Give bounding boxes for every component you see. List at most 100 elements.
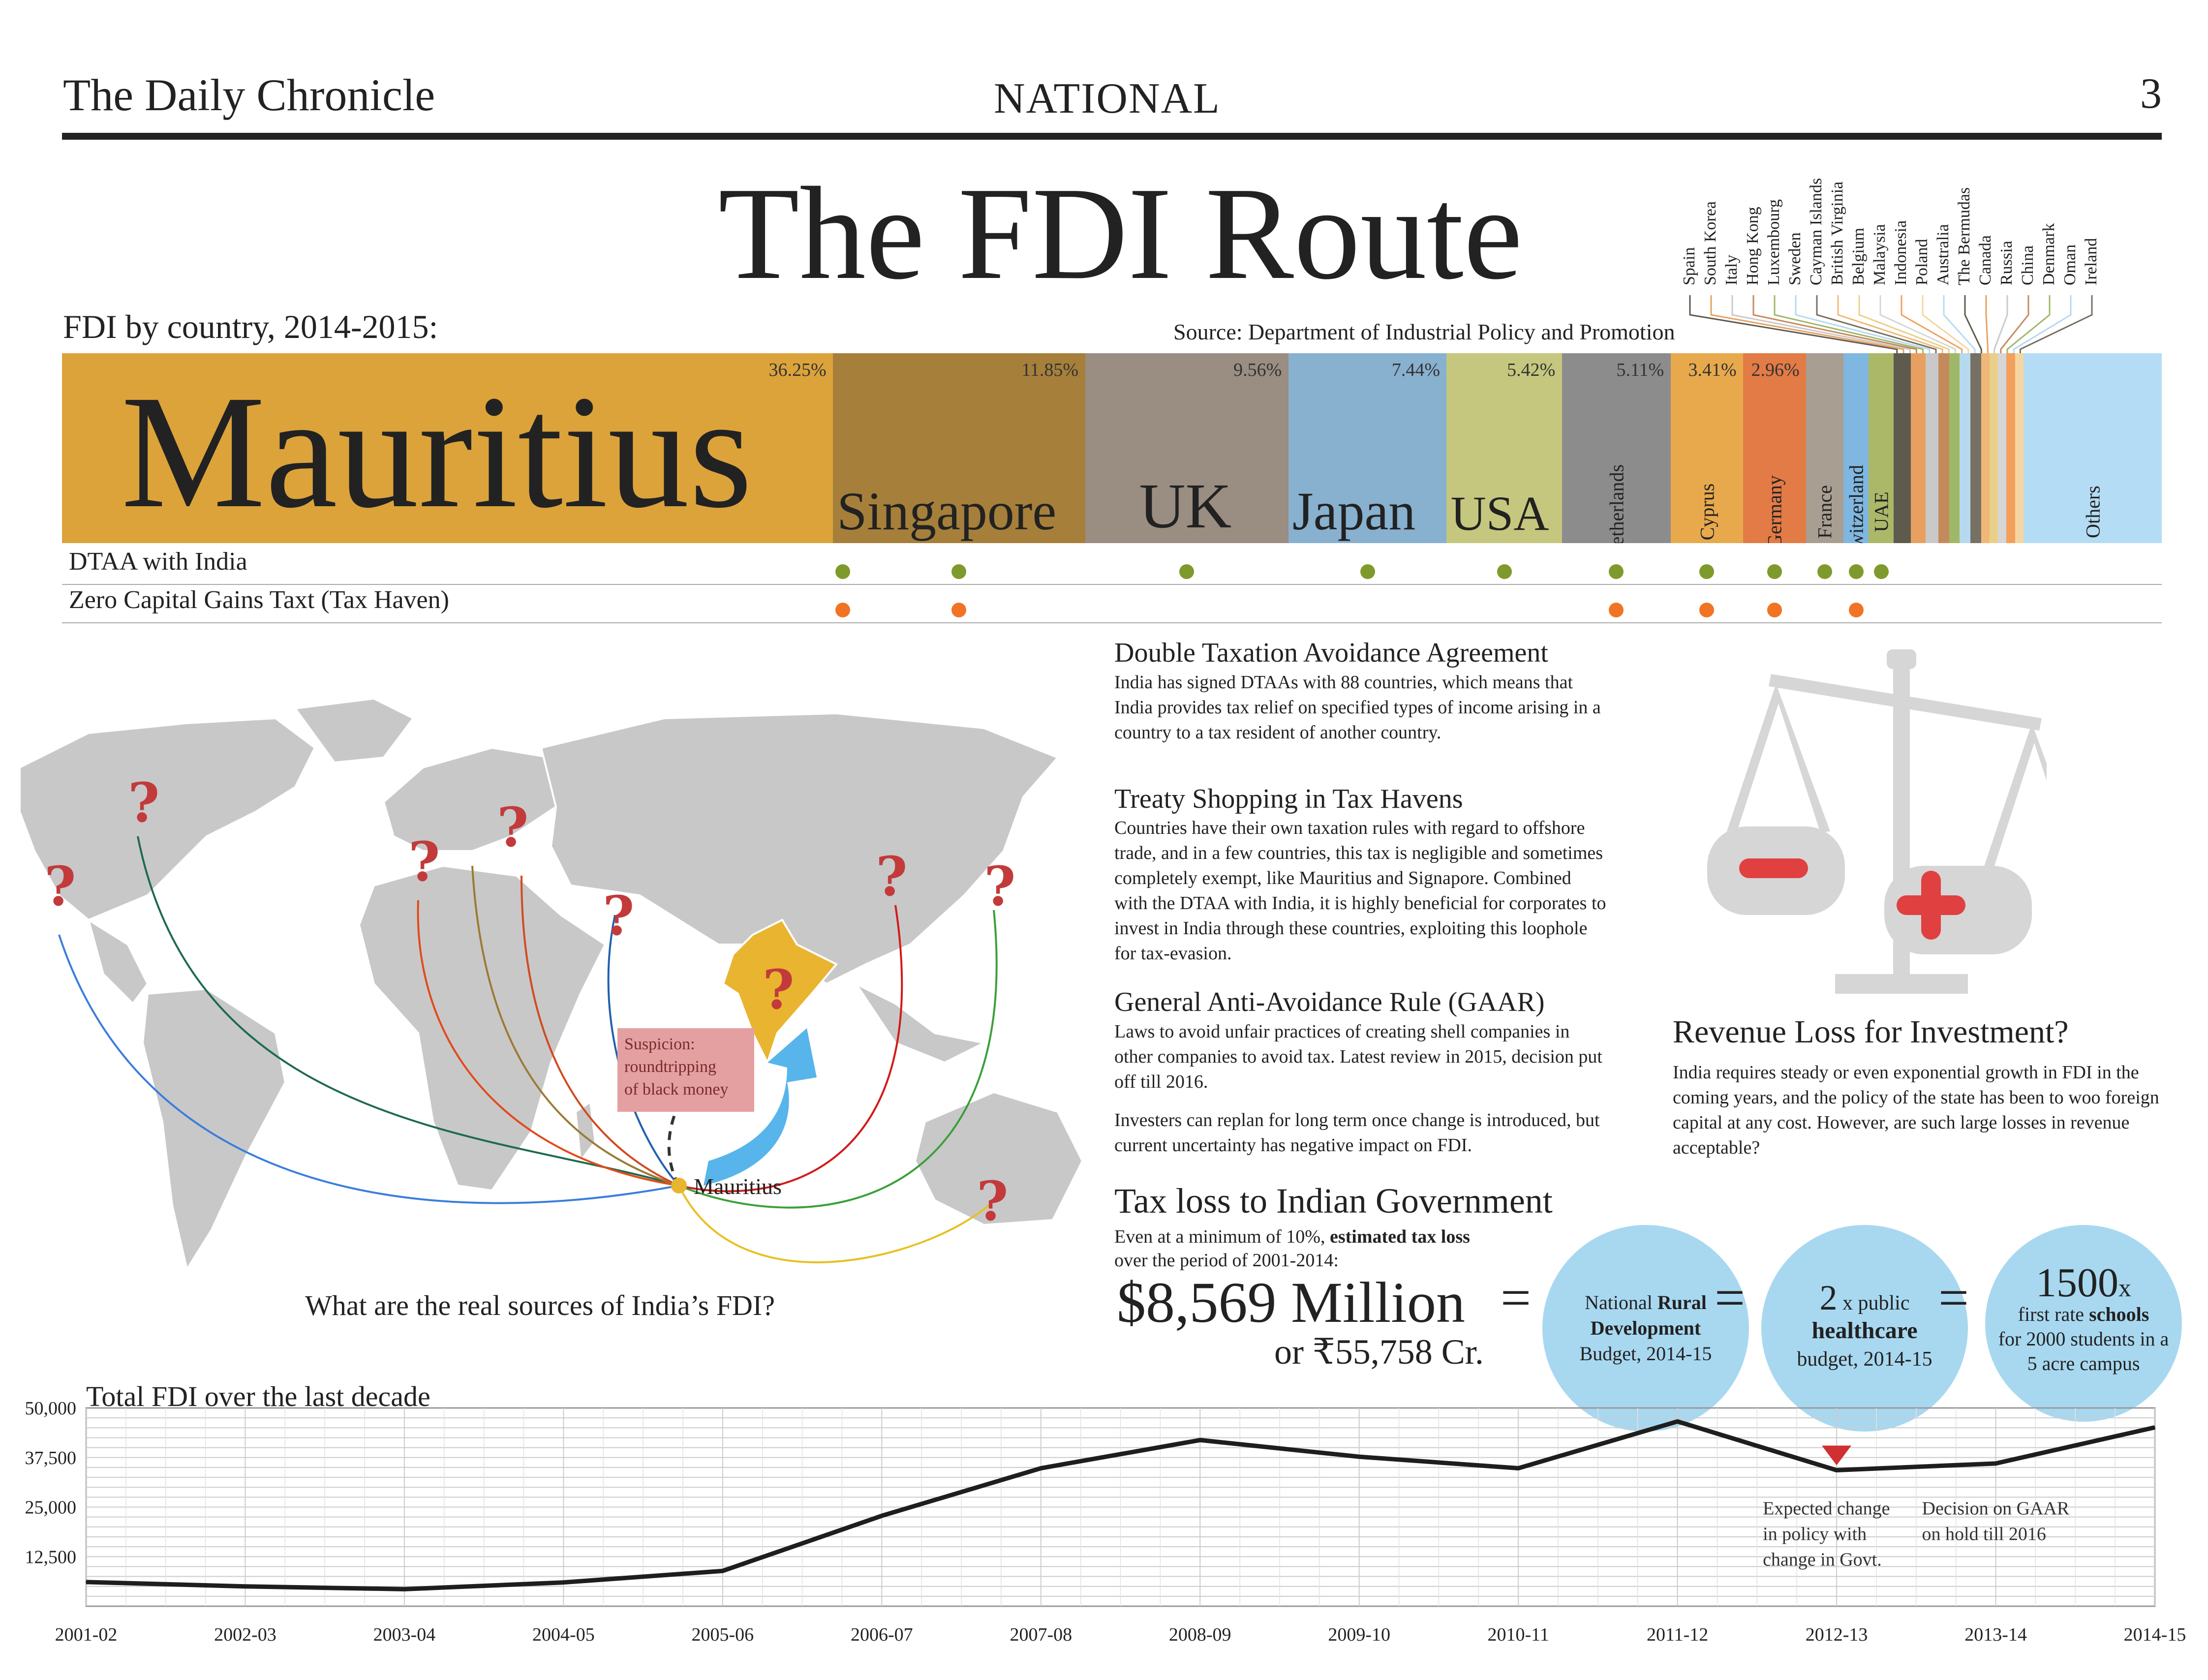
policy-change-marker	[1822, 1445, 1852, 1466]
chart-annotation-line: Decision on GAAR	[1922, 1498, 2070, 1519]
question-china: ?	[876, 845, 907, 908]
fdi-data-point	[2154, 1427, 2155, 1428]
row-dot-switzerland	[1848, 564, 1864, 579]
row-divider	[62, 584, 2162, 585]
bar-pct-label: 11.85%	[1021, 360, 1079, 380]
y-tick-label: 12,500	[25, 1547, 77, 1567]
africa-shape	[358, 864, 607, 1192]
x-tick-label: 2009-10	[1328, 1624, 1390, 1645]
bar-country-label: Switzerland	[1845, 464, 1868, 543]
bar-country-label: France	[1813, 485, 1836, 539]
tax-loss-sub: Even at a minimum of 10%, estimated tax …	[1114, 1225, 1470, 1272]
bar-country-label: Mauritius	[121, 362, 753, 542]
row-dot-uk	[1179, 564, 1195, 579]
equals-sign-3: =	[1938, 1268, 1969, 1328]
x-tick-label: 2007-08	[1010, 1624, 1072, 1645]
row-dot-japan	[1360, 564, 1375, 579]
circle3-pre: x	[2118, 1274, 2131, 1302]
balance-scale-icon	[1707, 649, 2047, 994]
asia-shape	[540, 712, 1060, 985]
bar-country-label: USA	[1450, 486, 1549, 541]
gaar-body-2: Investers can replan for long term once …	[1114, 1110, 1600, 1156]
circle2-pre: x public	[1837, 1291, 1910, 1314]
dtaa-heading: Double Taxation Avoidance Agreement	[1114, 638, 1548, 668]
revenue-body: India requires steady or even exponentia…	[1673, 1062, 2159, 1158]
circle3-post: for 2000 students in a 5 acre campus	[1998, 1328, 2169, 1375]
bar-pct-label: 5.42%	[1507, 360, 1556, 380]
bar-segment-germany: 2.96% Germany	[1743, 353, 1807, 543]
bar-country-label: UAE	[1870, 491, 1893, 532]
suspicion-line-2: roundtripping	[624, 1058, 716, 1076]
minor-leader-line	[1752, 295, 1917, 353]
question-europe: ?	[497, 795, 528, 859]
row-dot-usa	[1497, 564, 1512, 579]
bar-pct-label: 2.96%	[1751, 360, 1800, 380]
x-tick-label: 2011-12	[1647, 1624, 1708, 1645]
circle3-bold: schools	[2089, 1303, 2149, 1325]
x-tick-label: 2001-02	[55, 1624, 118, 1645]
row-dot-singapore	[951, 603, 967, 617]
southeast-asia-shape	[853, 981, 987, 1064]
gaar-heading: General Anti-Avoidance Rule (GAAR)	[1114, 987, 1545, 1017]
chart-annotation-line: on hold till 2016	[1922, 1524, 2046, 1545]
central-america-shape	[87, 917, 149, 1006]
minor-leader-line	[1710, 295, 1904, 353]
circle1-pre: National	[1585, 1291, 1657, 1313]
fdi-data-point	[881, 1515, 883, 1517]
fdi-data-point	[1199, 1439, 1201, 1441]
x-tick-label: 2002-03	[214, 1624, 276, 1645]
row-dot-netherlands	[1609, 603, 1624, 617]
bar-pct-label: 36.25%	[768, 360, 827, 380]
x-tick-label: 2005-06	[692, 1624, 754, 1645]
india-shape	[722, 918, 838, 1066]
bar-segment-uae: UAE	[1869, 353, 1894, 543]
mauritius-hub	[671, 1178, 687, 1193]
chart-annotation-line: in policy with	[1763, 1524, 1867, 1545]
bar-segment-others: Others	[2023, 353, 2162, 543]
bar-country-label: Japan	[1292, 481, 1416, 541]
row-dot-netherlands	[1609, 564, 1624, 579]
minor-leader-line	[2013, 295, 2072, 353]
minor-country-leaders	[1689, 295, 2093, 353]
row-dot-germany	[1767, 603, 1782, 617]
x-tick-label: 2014-15	[2124, 1624, 2186, 1645]
fdi-data-point	[1040, 1467, 1042, 1469]
fdi-source: Source: Department of Industrial Policy …	[1173, 319, 1675, 344]
mauritius-label: Mauritius	[694, 1174, 782, 1199]
x-tick-label: 2008-09	[1169, 1624, 1231, 1645]
minor-leader-line	[2006, 295, 2051, 353]
minor-leader-line	[1964, 295, 1982, 353]
bar-segment-minor-22	[2015, 353, 2024, 543]
bar-segment-japan: 7.44% Japan	[1288, 353, 1447, 543]
minor-leader-line	[1901, 295, 1963, 353]
bar-segment-minor-14	[1938, 353, 1950, 543]
minor-leader-line	[1943, 295, 1976, 353]
greenland-shape	[293, 697, 415, 764]
row-label: DTAA with India	[69, 548, 247, 576]
bar-pct-label: 9.56%	[1233, 360, 1282, 380]
x-tick-label: 2012-13	[1806, 1624, 1868, 1645]
question-japan: ?	[984, 855, 1015, 918]
circle2-bold: healthcare	[1811, 1317, 1918, 1344]
row-dot-germany	[1767, 564, 1782, 579]
equals-sign-2: =	[1715, 1268, 1746, 1328]
fdi-data-point	[722, 1570, 723, 1572]
bar-segment-france: France	[1806, 353, 1844, 543]
bar-segment-singapore: 11.85% Singapore	[833, 353, 1086, 543]
bar-segment-usa: 5.42% USA	[1446, 353, 1563, 543]
newspaper-name: The Daily Chronicle	[63, 70, 435, 120]
chart-annotation-line: change in Govt.	[1763, 1550, 1882, 1570]
bar-country-label: Singapore	[837, 481, 1057, 541]
circle-rural-budget: National Rural Development Budget, 2014-…	[1542, 1225, 1749, 1432]
bar-pct-label: 7.44%	[1391, 360, 1440, 380]
circle2-big: 2	[1819, 1278, 1838, 1317]
bar-segment-minor-11	[1894, 353, 1911, 543]
tax-loss-amount: $8,569 Million	[1117, 1270, 1466, 1335]
fdi-line-chart: 2001-02 2002-03 2003-04 2004-05 2005-06 2006-…	[25, 1402, 2186, 1645]
circle2-post: budget, 2014-15	[1797, 1347, 1932, 1371]
minor-leader-line	[1879, 295, 1957, 353]
south-america-shape	[141, 987, 287, 1272]
minor-leader-line	[1774, 295, 1924, 353]
gaar-body: Laws to avoid unfair practices of creati…	[1114, 1021, 1602, 1092]
x-tick-label: 2006-07	[851, 1624, 913, 1645]
